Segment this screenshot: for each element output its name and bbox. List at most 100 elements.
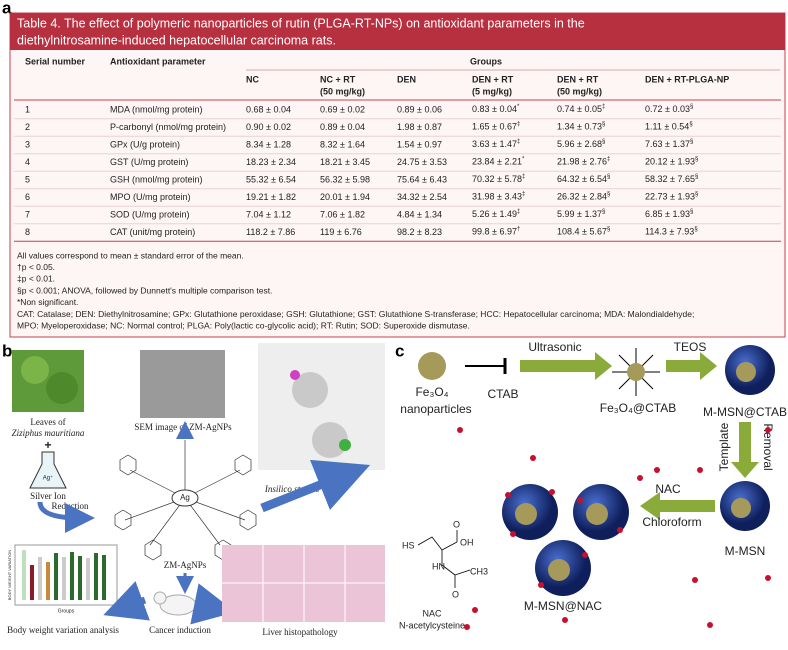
cell-value: 20.12 ± 1.93: [645, 157, 695, 167]
table-cell: 114.3 ± 7.93§: [645, 226, 698, 237]
cell-superscript: §: [690, 139, 693, 145]
table-cell: 26.32 ± 2.84§: [557, 191, 610, 202]
text: Silver Ion: [30, 491, 66, 501]
cell-value: 114.3 ± 7.93: [645, 227, 694, 237]
table-cell: 108.4 ± 5.67§: [557, 226, 610, 237]
text: OH: [460, 537, 474, 547]
text: O: [453, 519, 460, 529]
table-cell: 8.32 ± 1.64: [320, 139, 365, 149]
fe3o4-particle: [627, 363, 645, 381]
cell-superscript: ‡: [607, 156, 610, 162]
cell-superscript: *: [517, 104, 520, 110]
table-cell: 1.98 ± 0.87: [397, 122, 442, 132]
cell-value: 1.34 ± 0.73: [557, 122, 602, 132]
ag-core: [171, 489, 199, 507]
core: [731, 498, 751, 518]
text: M-MSN@NAC: [524, 599, 603, 613]
cell-value: 99.8 ± 6.97: [472, 227, 517, 237]
arrow: [260, 459, 371, 513]
table-cell: 0.69 ± 0.02: [320, 104, 365, 114]
header-cell: Groups: [470, 56, 502, 66]
table-cell: 23.84 ± 2.21*: [472, 156, 525, 167]
cell-superscript: §: [690, 104, 693, 110]
text: N-acetylcysteine: [399, 620, 465, 630]
table-cell: 6.85 ± 1.93§: [645, 209, 693, 220]
table-title: Table 4. The effect of polymeric nanopar…: [17, 16, 585, 30]
text: M-MSN@CTAB: [703, 405, 787, 419]
mouse-head: [153, 591, 167, 605]
cell-superscript: ‡: [522, 191, 525, 197]
cell-value: 1.65 ± 0.67: [472, 122, 517, 132]
cell-value: 5.99 ± 1.37: [557, 209, 602, 219]
text: NAC: [655, 482, 681, 496]
text: CTAB: [487, 387, 518, 401]
table-cell: P-carbonyl (nmol/mg protein): [110, 122, 226, 132]
text: Ziziphus mauritiana: [12, 428, 85, 438]
panel-label: a: [2, 0, 12, 17]
cell-value: 21.98 ± 2.76: [557, 157, 607, 167]
table-cell: 70.32 ± 5.78‡: [472, 174, 525, 185]
cell-superscript: ‡: [517, 209, 520, 215]
table-cell: 99.8 ± 6.97†: [472, 226, 520, 237]
cell-value: 22.73 ± 1.93: [645, 192, 695, 202]
text: Fe₃O₄: [415, 385, 448, 399]
table-cell: 0.68 ± 0.04: [246, 104, 291, 114]
docking-surface: [292, 372, 328, 408]
table-cell: 0.83 ± 0.04*: [472, 104, 520, 115]
molecule-labels: HS OH O HN CH3 O NAC N-acetylcysteine: [399, 519, 488, 630]
table-cell: 24.75 ± 3.53: [397, 157, 447, 167]
cell-value: 0.72 ± 0.03: [645, 104, 690, 114]
table-cell: 6: [25, 192, 30, 202]
table: Serial number Antioxidant parameter Groups…: [14, 56, 781, 330]
table-cell: 20.01 ± 1.94: [320, 192, 370, 202]
arrow: [190, 583, 236, 625]
footnote: CAT: Catalase; DEN: Diethylnitrosamine; …: [17, 309, 694, 319]
table-cell: 4: [25, 157, 30, 167]
table-cell: 5: [25, 174, 30, 184]
core: [736, 362, 756, 382]
table-cell: 5.26 ± 1.49‡: [472, 209, 520, 220]
table-cell: 0.90 ± 0.02: [246, 122, 291, 132]
table-cell: 3.63 ± 1.47‡: [472, 139, 520, 150]
table-cell: 8.34 ± 1.28: [246, 139, 291, 149]
text: SEM image of ZM-AgNPs: [134, 422, 232, 432]
cell-superscript: *: [522, 156, 525, 162]
footnote: MPO: Myeloperoxidase; NC: Normal control…: [17, 320, 470, 330]
table-cell: 58.32 ± 7.65§: [645, 174, 698, 185]
table-cell: 7.04 ± 1.12: [246, 209, 291, 219]
footnote: †p < 0.05.: [17, 262, 55, 272]
table-cell: 0.89 ± 0.04: [320, 122, 365, 132]
header-cell: (50 mg/kg): [557, 86, 602, 96]
table-cell: 0.72 ± 0.03§: [645, 104, 693, 115]
docking-residue: [290, 370, 300, 380]
flask: [29, 451, 67, 489]
footnote: *Non significant.: [17, 297, 78, 307]
header-cell: (50 mg/kg): [320, 86, 365, 96]
cell-superscript: ‡: [517, 121, 520, 127]
table-cell: 118.2 ± 7.86: [246, 227, 295, 237]
leaf: [21, 356, 49, 384]
table-cell: 2: [25, 122, 30, 132]
cell-superscript: ‡: [517, 139, 520, 145]
table-cell: 1.34 ± 0.73§: [557, 121, 605, 132]
cell-value: 58.32 ± 7.65: [645, 174, 695, 184]
leaf: [46, 372, 78, 404]
text: HN: [432, 561, 445, 571]
histology-grid: [222, 545, 385, 622]
text: Cancer induction: [149, 625, 211, 635]
cell-value: 64.32 ± 6.54: [557, 174, 607, 184]
cell-value: 5.26 ± 1.49: [472, 209, 517, 219]
bars: [22, 550, 106, 600]
text: HS: [402, 540, 415, 550]
arrow: [666, 352, 717, 380]
cell-superscript: †: [517, 226, 520, 232]
cell-superscript: §: [602, 121, 605, 127]
header-cell: Serial number: [25, 56, 86, 66]
arrow: [520, 352, 612, 380]
cell-superscript: ‡: [522, 174, 525, 180]
table-cell: 1.54 ± 0.97: [397, 139, 442, 149]
cell-value: 108.4 ± 5.67: [557, 227, 607, 237]
text: nanoparticles: [400, 402, 471, 416]
molecule-bonds: [417, 530, 471, 588]
